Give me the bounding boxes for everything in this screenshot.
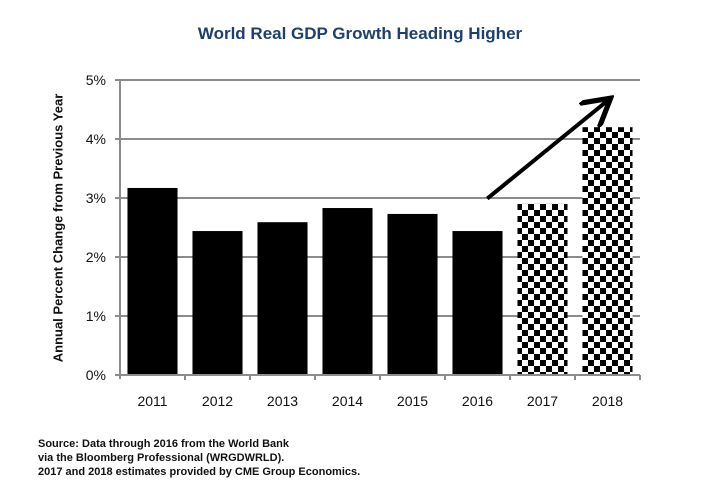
- source-line: 2017 and 2018 estimates provided by CME …: [38, 466, 361, 478]
- y-tick-label: 0%: [86, 367, 106, 383]
- bar-2017: [517, 203, 568, 375]
- x-tick-label: 2018: [592, 393, 623, 409]
- chart-plot: 0% 1% 2% 3% 4% 5% 2011 2012 2013 2014 2015 2016 2017…: [86, 72, 641, 409]
- bar-2016: [452, 231, 503, 375]
- y-tick-label: 3%: [86, 190, 106, 206]
- y-tick-label: 5%: [86, 72, 106, 88]
- source-note: Source: Data through 2016 from the World…: [38, 437, 360, 479]
- x-tick-label: 2013: [267, 393, 298, 409]
- bar-2012: [192, 231, 243, 375]
- bar-2013: [257, 222, 308, 375]
- x-tick-label: 2011: [137, 393, 167, 409]
- source-line: Source: Data through 2016 from the World…: [38, 438, 290, 450]
- trend-arrow: [485, 101, 607, 201]
- x-tick-label: 2016: [462, 393, 493, 409]
- y-tick-label: 4%: [86, 131, 106, 147]
- x-tick-label: 2014: [332, 393, 363, 409]
- x-tick-label: 2017: [527, 393, 558, 409]
- y-tick-label: 1%: [86, 308, 106, 324]
- x-tick-label: 2012: [202, 393, 233, 409]
- y-tick-label: 2%: [86, 249, 106, 265]
- x-tick-label: 2015: [397, 393, 428, 409]
- bar-2018: [582, 127, 633, 375]
- chart-title: World Real GDP Growth Heading Higher: [197, 24, 523, 43]
- bar-2015: [387, 213, 438, 375]
- bar-2014: [322, 208, 373, 375]
- source-line: via the Bloomberg Professional (WRGDWRLD…: [38, 452, 285, 464]
- bar-2011: [127, 187, 178, 375]
